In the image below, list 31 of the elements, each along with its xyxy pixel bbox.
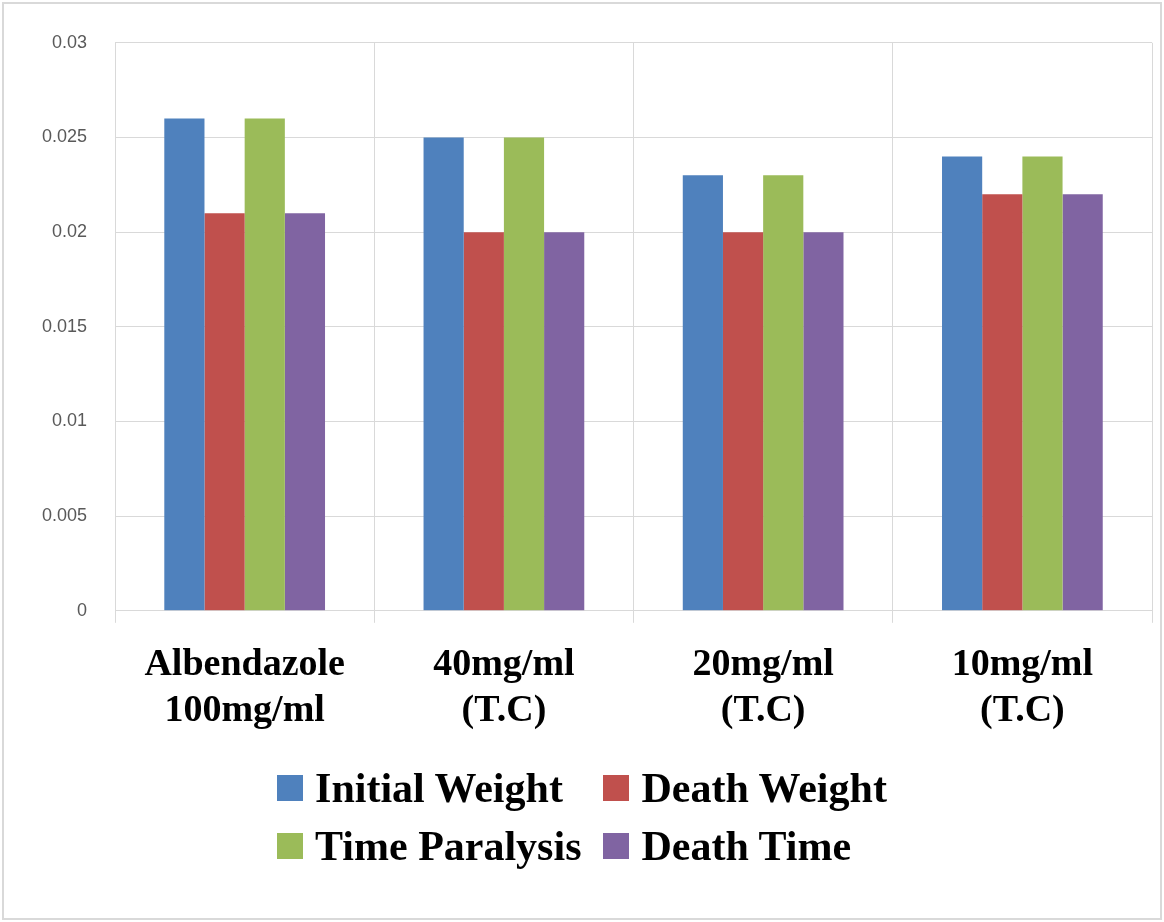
bar	[463, 232, 504, 611]
legend-label: Time Paralysis	[315, 822, 582, 870]
y-tick-label: 0.015	[42, 315, 88, 336]
y-tick-label: 0	[77, 599, 88, 620]
legend-label: Initial Weight	[315, 764, 563, 812]
bar	[204, 213, 245, 611]
bar	[503, 137, 545, 611]
bar	[722, 232, 764, 611]
y-tick-label: 0.01	[52, 410, 88, 431]
bar	[982, 194, 1023, 611]
x-tick-label: 40mg/ml (T.C)	[433, 641, 575, 731]
bar	[284, 213, 326, 611]
bar	[423, 137, 464, 611]
x-tick-label: 10mg/ml (T.C)	[951, 641, 1094, 731]
y-tick-label: 0.005	[42, 505, 88, 526]
bar	[1022, 156, 1063, 611]
y-tick-label: 0.025	[42, 126, 88, 147]
y-tick-label: 0.03	[52, 31, 88, 52]
bar	[544, 232, 585, 611]
bar	[942, 156, 983, 611]
legend-label: Death Time	[641, 822, 852, 870]
y-tick-label: 0.02	[52, 221, 88, 242]
bar	[682, 175, 723, 611]
bar	[244, 118, 285, 611]
bar	[763, 175, 804, 611]
x-tick-label: 20mg/ml (T.C)	[692, 641, 834, 731]
bar	[164, 118, 205, 611]
x-tick-label: Albendazole 100mg/ml	[144, 641, 345, 730]
bar	[1062, 194, 1103, 611]
legend-label: Death Weight	[641, 764, 887, 812]
bar	[803, 232, 844, 611]
